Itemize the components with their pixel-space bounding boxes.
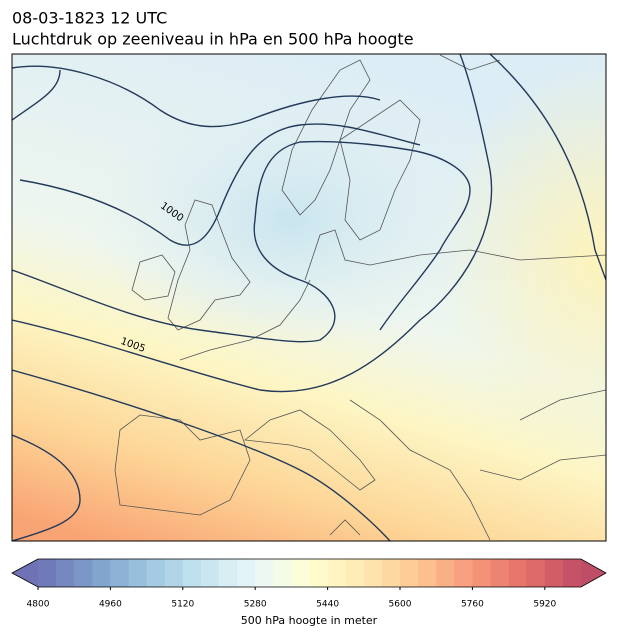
colorbar-segment <box>418 559 437 587</box>
colorbar-segment <box>345 559 365 587</box>
colorbar-tick-label: 5600 <box>389 600 412 610</box>
colorbar-tick-label: 4960 <box>99 600 122 610</box>
colorbar-segment <box>544 559 564 587</box>
colorbar-segment <box>400 559 419 587</box>
colorbar-tick-label: 5920 <box>533 600 556 610</box>
colorbar-segment <box>74 559 93 587</box>
colorbar-segment <box>56 559 75 587</box>
colorbar-segment <box>237 559 256 587</box>
colorbar-segment <box>38 559 57 587</box>
colorbar-segment <box>164 559 184 587</box>
coastlines <box>114 54 606 541</box>
colorbar-segment <box>182 559 202 587</box>
colorbar-segment <box>146 559 166 587</box>
colorbar-segment <box>562 559 582 587</box>
map-frame <box>11 53 607 542</box>
colorbar: 4800 4960 5120 5280 5440 5600 5760 5920 <box>11 558 607 610</box>
colorbar-segment <box>273 559 292 587</box>
colorbar-segment <box>92 559 111 587</box>
colorbar-segment <box>128 559 148 587</box>
colorbar-segment <box>200 559 220 587</box>
colorbar-tick-label: 5120 <box>171 600 194 610</box>
colorbar-tick-label: 5440 <box>316 600 339 610</box>
colorbar-tick-label: 5760 <box>461 600 484 610</box>
colorbar-extend-high <box>581 559 606 587</box>
colorbar-outline <box>11 558 607 588</box>
colorbar-segment <box>219 559 238 587</box>
colorbar-segment <box>526 559 546 587</box>
colorbar-segment <box>436 559 455 587</box>
isobars <box>12 54 606 541</box>
colorbar-tick-label: 5280 <box>244 600 267 610</box>
colorbar-extend-low <box>12 559 38 587</box>
colorbar-segment <box>454 559 473 587</box>
colorbar-segment <box>110 559 129 587</box>
colorbar-segment <box>381 559 401 587</box>
colorbar-segment <box>309 559 329 587</box>
colorbar-segment <box>327 559 347 587</box>
title: 08-03-1823 12 UTC <box>12 9 167 28</box>
colorbar-segment <box>255 559 274 587</box>
colorbar-segment <box>291 559 310 587</box>
colorbar-label: 500 hPa hoogte in meter <box>241 614 378 627</box>
map: 1000 1005 <box>12 54 606 541</box>
colorbar-segment <box>472 559 491 587</box>
colorbar-segment <box>490 559 510 587</box>
colorbar-segment <box>508 559 528 587</box>
colorbar-tick-label: 4800 <box>27 600 50 610</box>
colorbar-segment <box>363 559 383 587</box>
subtitle: Luchtdruk op zeeniveau in hPa en 500 hPa… <box>12 30 414 49</box>
